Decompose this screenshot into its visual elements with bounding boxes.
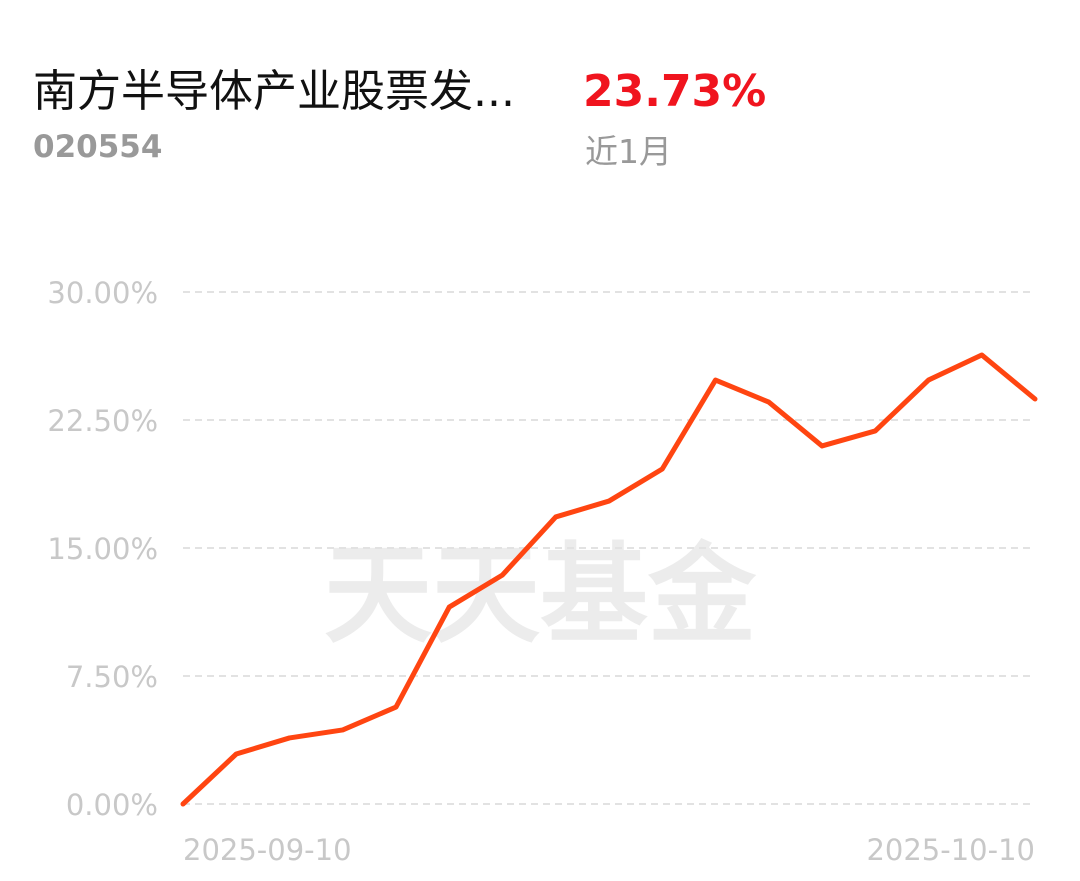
period-label: 近1月	[585, 132, 672, 171]
y-tick-label: 30.00%	[47, 276, 158, 310]
fund-code: 020554	[33, 129, 162, 165]
y-tick-label: 7.50%	[66, 660, 158, 694]
y-tick-label: 0.00%	[66, 788, 158, 822]
data-line	[180, 352, 1038, 807]
y-tick-label: 15.00%	[47, 532, 158, 566]
return-value: 23.73%	[583, 66, 766, 117]
watermark: 天天基金	[324, 532, 757, 658]
x-tick-label: 2025-10-10	[866, 833, 1035, 867]
y-tick-label: 22.50%	[47, 404, 158, 438]
x-tick-label: 2025-09-10	[183, 833, 352, 867]
fund-title: 南方半导体产业股票发...	[33, 66, 515, 117]
